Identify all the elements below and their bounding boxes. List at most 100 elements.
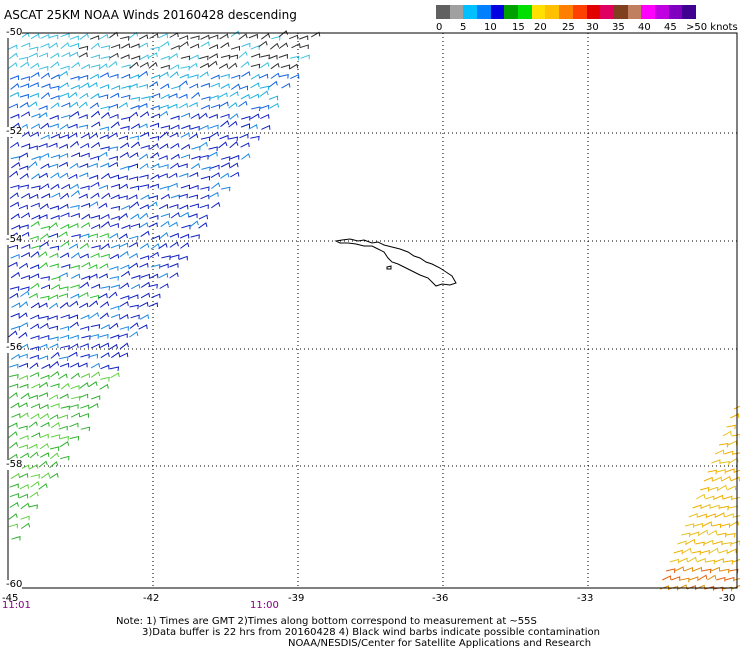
wind-barb: [20, 212, 31, 219]
wind-barb: [180, 233, 190, 239]
wind-barb: [79, 291, 89, 298]
wind-barb: [18, 262, 29, 269]
wind-barb: [100, 253, 110, 259]
wind-barb: [30, 220, 40, 228]
wind-barb: [29, 451, 39, 459]
wind-barb: [191, 91, 201, 99]
wind-barb: [40, 374, 50, 380]
wind-barb: [79, 172, 89, 178]
wind-barb: [119, 242, 129, 248]
wind-barb: [70, 61, 81, 69]
wind-barb: [9, 292, 19, 299]
wind-barb: [78, 45, 89, 51]
wind-barb: [79, 142, 90, 149]
wind-barb: [250, 73, 261, 80]
wind-barb: [159, 143, 169, 150]
wind-barb: [90, 214, 100, 220]
wind-barb: [98, 293, 108, 299]
wind-barb: [199, 124, 209, 130]
wind-barb: [170, 142, 180, 149]
south-georgia-island-outline: [334, 238, 457, 287]
wind-barb: [109, 113, 119, 119]
wind-barb: [19, 101, 29, 108]
wind-barb: [59, 82, 69, 89]
wind-barb: [39, 412, 50, 420]
wind-barb: [59, 152, 69, 158]
wind-barb: [79, 302, 89, 309]
wind-barb: [90, 141, 101, 149]
wind-barb: [130, 104, 140, 110]
wind-barb: [31, 245, 41, 250]
colorbar-label: 10: [484, 22, 497, 33]
pass-time-label: 11:01: [2, 600, 31, 611]
wind-barb: [130, 141, 141, 149]
wind-barb: [714, 494, 724, 500]
wind-barb: [110, 205, 121, 211]
wind-barb: [713, 540, 723, 546]
wind-barb: [49, 414, 59, 420]
wind-barb: [28, 161, 38, 169]
wind-barb: [120, 295, 130, 300]
wind-barb: [707, 574, 717, 581]
wind-barb: [59, 435, 69, 441]
wind-barb: [69, 422, 79, 428]
wind-barb: [110, 244, 120, 249]
wind-barb: [170, 254, 180, 260]
wind-barb: [139, 262, 149, 268]
wind-barb: [219, 33, 229, 40]
wind-barb: [49, 34, 59, 40]
wind-barb: [80, 63, 91, 70]
wind-barb: [200, 82, 210, 88]
wind-barb: [150, 243, 160, 250]
wind-barb: [199, 154, 209, 160]
wind-barb: [118, 135, 128, 141]
wind-barb: [59, 356, 69, 361]
wind-barb: [78, 193, 88, 199]
wind-barb: [59, 92, 69, 98]
wind-barb: [40, 72, 50, 79]
wind-barb: [708, 486, 719, 492]
wind-barb: [28, 443, 38, 449]
wind-barb: [110, 334, 120, 340]
wind-barb: [109, 253, 120, 260]
wind-barb: [71, 233, 81, 239]
wind-barb: [20, 464, 30, 470]
wind-barb: [278, 30, 289, 38]
wind-barb: [111, 85, 121, 90]
wind-barb: [70, 293, 80, 299]
wind-barb: [169, 262, 179, 268]
wind-barb: [38, 142, 48, 148]
wind-barb: [718, 442, 729, 448]
wind-barb: [108, 161, 119, 168]
colorbar-label: 0: [436, 22, 443, 33]
wind-barb: [9, 501, 19, 508]
wind-barb: [30, 314, 40, 320]
wind-barb: [41, 83, 51, 89]
wind-barb: [50, 52, 60, 59]
wind-barb: [18, 301, 29, 308]
wind-barb: [60, 455, 70, 461]
wind-barb: [712, 476, 722, 482]
wind-barb: [70, 264, 80, 270]
wind-barb: [210, 74, 220, 80]
wind-barb: [58, 231, 68, 238]
lon-label: -39: [288, 593, 305, 604]
wind-barb: [88, 300, 99, 308]
wind-barb: [260, 54, 270, 60]
wind-barb: [28, 46, 39, 52]
wind-barb: [38, 52, 49, 58]
wind-barb: [80, 314, 90, 320]
wind-barb: [228, 101, 238, 109]
wind-barb: [121, 73, 131, 79]
wind-barb: [101, 192, 111, 200]
wind-barb: [208, 113, 218, 119]
wind-barb: [68, 314, 79, 320]
wind-barb: [50, 74, 60, 80]
wind-barb: [49, 360, 60, 368]
wind-barb: [178, 102, 188, 109]
wind-barb: [110, 43, 121, 49]
wind-barb: [200, 41, 210, 48]
wind-barb: [149, 183, 159, 189]
wind-barb: [80, 404, 90, 410]
wind-barb: [69, 140, 79, 148]
